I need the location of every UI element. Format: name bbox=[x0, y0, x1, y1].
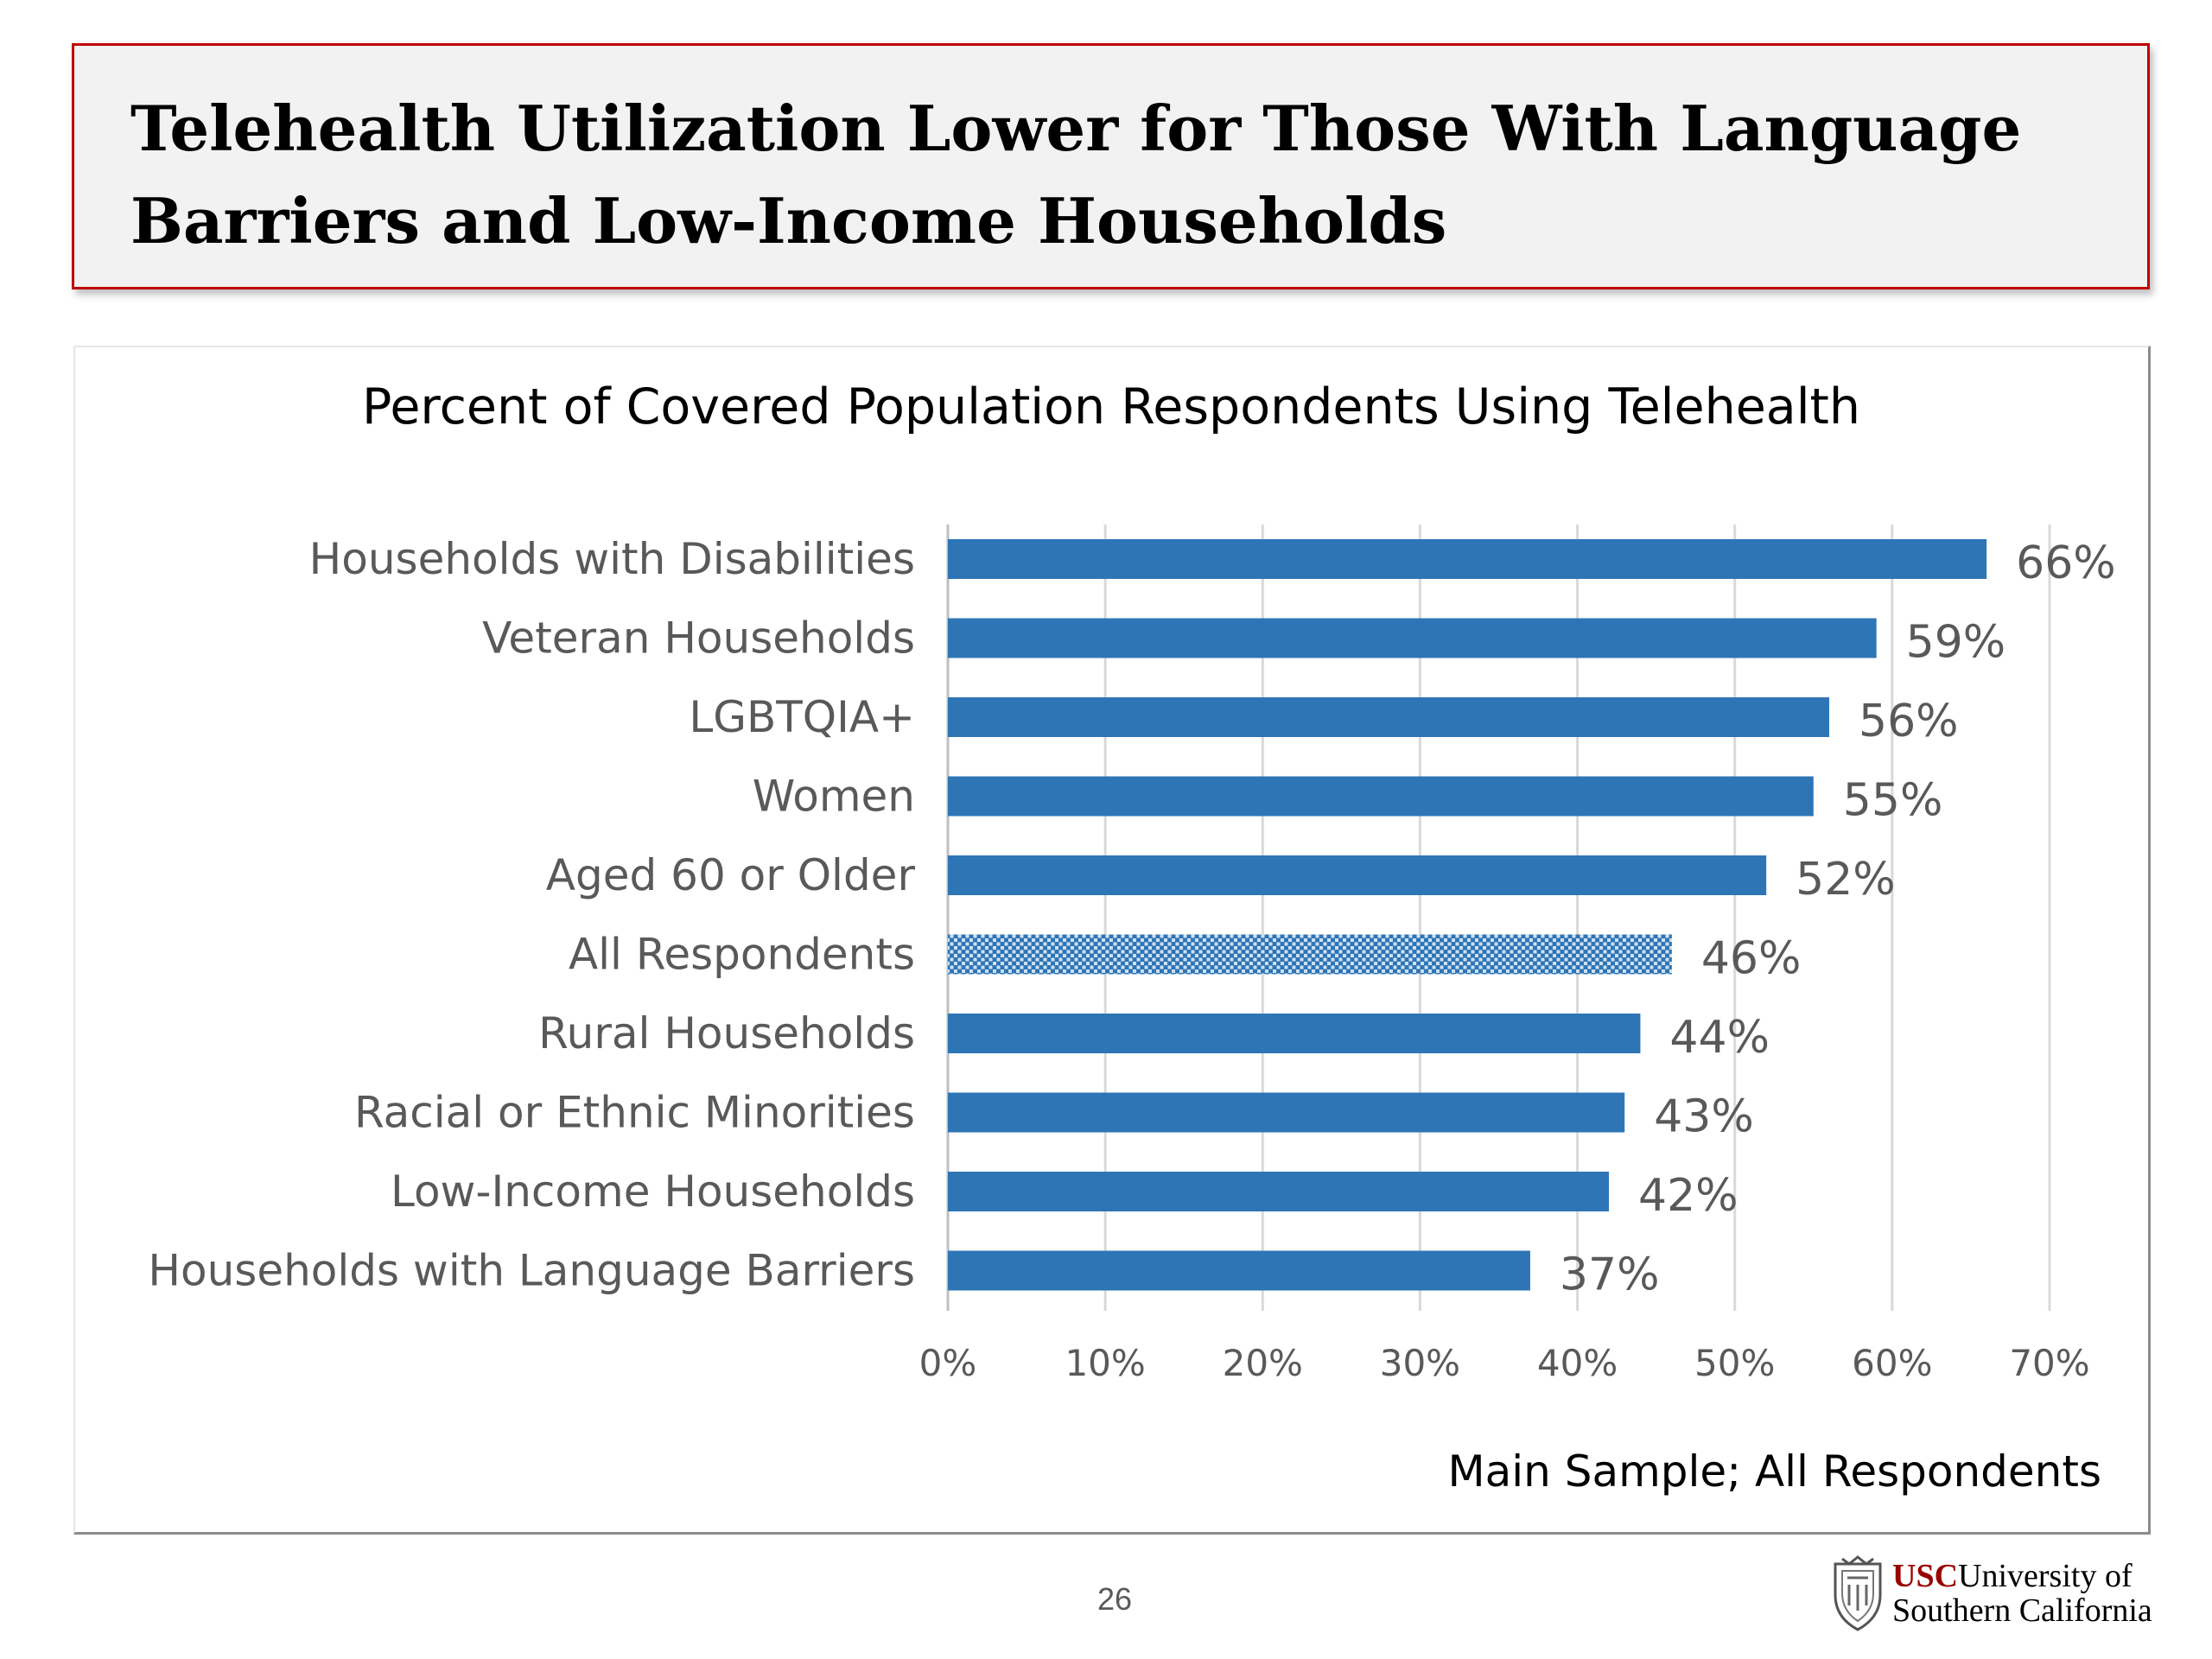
data-label: 55% bbox=[1843, 775, 1943, 827]
data-label: 59% bbox=[1906, 617, 2006, 669]
bar bbox=[948, 618, 1877, 658]
data-label: 37% bbox=[1560, 1249, 1660, 1301]
x-tick-label: 40% bbox=[1537, 1342, 1618, 1384]
category-label: Households with Language Barriers bbox=[148, 1246, 915, 1296]
data-label: 43% bbox=[1654, 1091, 1754, 1143]
category-label: Women bbox=[753, 772, 915, 822]
category-label: Aged 60 or Older bbox=[546, 850, 916, 900]
bar bbox=[948, 1014, 1641, 1053]
category-label: Rural Households bbox=[538, 1008, 915, 1058]
chart-panel: Percent of Covered Population Respondent… bbox=[73, 346, 2151, 1535]
bar bbox=[948, 697, 1829, 737]
usc-logo-line1: University of bbox=[1958, 1558, 2133, 1594]
x-tick-label: 30% bbox=[1380, 1342, 1460, 1384]
category-label: LGBTQIA+ bbox=[689, 692, 915, 742]
category-label: Households with Disabilities bbox=[309, 534, 915, 584]
data-label: 56% bbox=[1859, 696, 1959, 747]
bar bbox=[948, 539, 1987, 579]
data-label: 46% bbox=[1701, 933, 1802, 985]
x-tick-label: 0% bbox=[919, 1342, 977, 1384]
x-tick-label: 60% bbox=[1852, 1342, 1932, 1384]
data-label: 66% bbox=[2016, 537, 2116, 589]
usc-logo: USCUniversity of Southern California bbox=[1830, 1555, 2158, 1633]
slide-title-box: Telehealth Utilization Lower for Those W… bbox=[72, 43, 2150, 289]
bar bbox=[948, 1250, 1530, 1291]
x-tick-label: 20% bbox=[1223, 1342, 1303, 1384]
slide-title: Telehealth Utilization Lower for Those W… bbox=[130, 92, 2022, 257]
data-label: 44% bbox=[1669, 1012, 1770, 1064]
bar bbox=[948, 1172, 1609, 1211]
data-label: 52% bbox=[1796, 854, 1896, 906]
bar bbox=[948, 855, 1767, 895]
category-label: Low-Income Households bbox=[391, 1166, 915, 1217]
usc-logo-text: USCUniversity of Southern California bbox=[1892, 1559, 2152, 1628]
category-label: All Respondents bbox=[569, 930, 915, 980]
usc-logo-usc: USC bbox=[1892, 1558, 1959, 1594]
bar bbox=[948, 934, 1672, 975]
usc-seal-icon bbox=[1834, 1555, 1882, 1631]
bar bbox=[948, 776, 1814, 817]
category-label: Veteran Households bbox=[482, 613, 915, 664]
chart-footnote: Main Sample; All Respondents bbox=[1447, 1446, 2101, 1497]
chart-title: Percent of Covered Population Respondent… bbox=[362, 378, 1860, 435]
category-label: Racial or Ethnic Minorities bbox=[354, 1088, 915, 1138]
usc-logo-line2: Southern California bbox=[1892, 1592, 2152, 1629]
x-tick-label: 50% bbox=[1694, 1342, 1775, 1384]
x-tick-label: 10% bbox=[1065, 1342, 1145, 1384]
bar bbox=[948, 1092, 1625, 1133]
bar-chart: Percent of Covered Population Respondent… bbox=[148, 378, 2116, 1497]
data-label: 42% bbox=[1638, 1170, 1738, 1222]
x-tick-label: 70% bbox=[2009, 1342, 2089, 1384]
page-number: 26 bbox=[1096, 1581, 1133, 1617]
